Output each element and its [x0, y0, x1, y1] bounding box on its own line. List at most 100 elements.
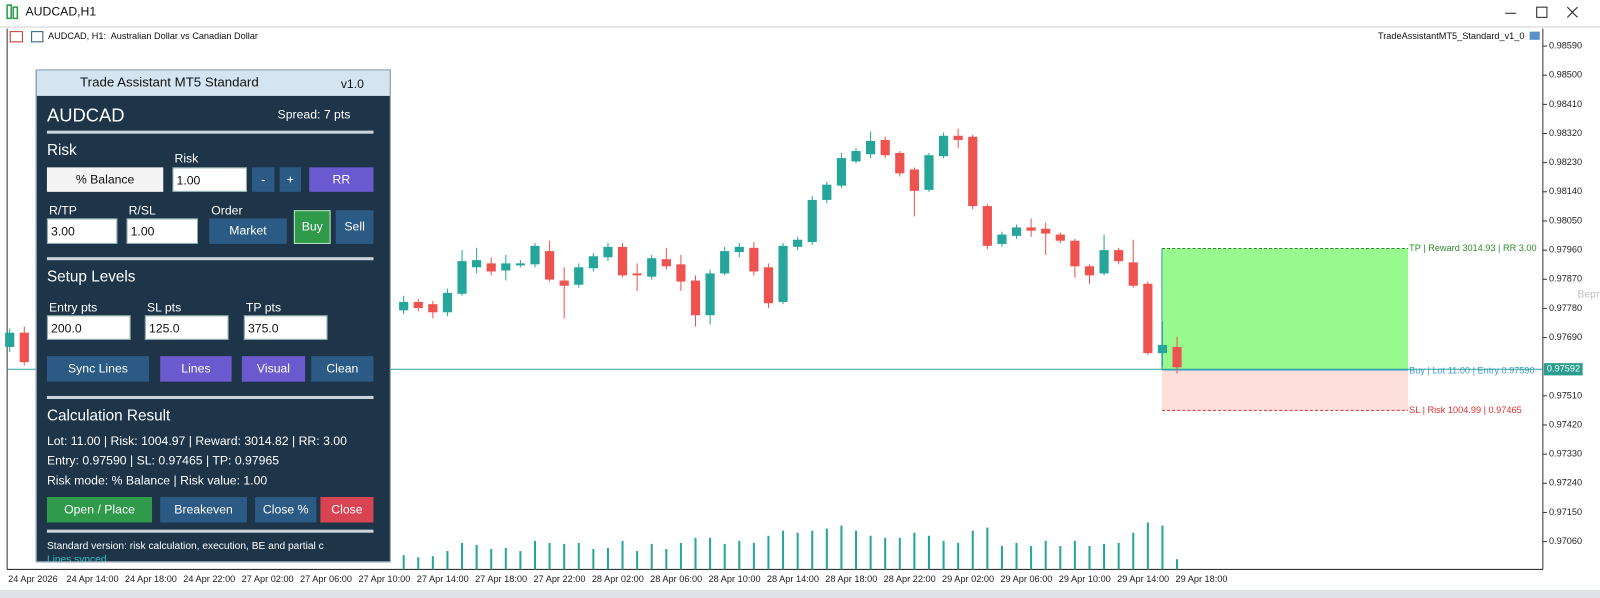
- x-tick-label: 29 Apr 14:00: [1117, 574, 1169, 584]
- result-line: Entry: 0.97590 | SL: 0.97465 | TP: 0.979…: [46, 453, 280, 468]
- y-tick-label: 0.98050: [1549, 215, 1582, 225]
- indicator-label: TradeAssistantMT5_Standard_v1_0: [1378, 31, 1524, 41]
- risk-mode-button[interactable]: % Balance: [46, 167, 164, 192]
- panel-title: Trade Assistant MT5 Standard: [80, 74, 259, 90]
- rsl-input[interactable]: 1.00: [126, 218, 198, 244]
- y-tick-label: 0.97510: [1549, 390, 1582, 400]
- chart-header: AUDCAD, H1: Australian Dollar vs Canadia…: [48, 31, 258, 41]
- minus-button[interactable]: -: [252, 167, 275, 192]
- candle-body: [676, 264, 686, 282]
- app-icon: [6, 4, 12, 20]
- candle-body: [399, 301, 409, 311]
- entry-input[interactable]: 200.0: [46, 315, 131, 340]
- candle-body: [1157, 344, 1168, 354]
- candle-body: [559, 280, 569, 286]
- field-label: R/SL: [128, 203, 156, 218]
- sl-input[interactable]: 125.0: [144, 315, 229, 340]
- candle-body: [413, 301, 423, 309]
- x-tick-label: 24 Apr 2026: [8, 574, 57, 584]
- field-label: R/TP: [48, 203, 77, 218]
- candle-body: [1041, 228, 1051, 234]
- rr-button[interactable]: RR: [309, 167, 374, 192]
- y-tick-label: 0.98230: [1549, 157, 1582, 167]
- buy-button[interactable]: Buy: [293, 210, 331, 244]
- candle-body: [1099, 250, 1109, 274]
- x-tick-label: 27 Apr 14:00: [417, 574, 469, 584]
- candle-body: [895, 152, 905, 174]
- separator: [46, 529, 374, 533]
- candle-body: [574, 267, 584, 285]
- plus-button[interactable]: +: [279, 167, 302, 192]
- candle-body: [953, 135, 963, 140]
- candle-body: [749, 247, 759, 272]
- candle-body: [428, 304, 438, 313]
- y-tick-label: 0.97960: [1549, 245, 1582, 255]
- section-heading: Setup Levels: [46, 268, 136, 286]
- y-tick-label: 0.97060: [1549, 536, 1582, 546]
- sell-button[interactable]: Sell: [335, 210, 374, 244]
- order-type-button[interactable]: Market: [209, 218, 287, 244]
- clean-button[interactable]: Clean: [311, 356, 374, 382]
- candle-body: [1070, 240, 1080, 267]
- candle-body: [442, 292, 453, 313]
- edge-text: Верт: [1578, 290, 1600, 301]
- open-place-button[interactable]: Open / Place: [46, 496, 153, 523]
- window-title: AUDCAD,H1: [26, 4, 97, 18]
- tp-input[interactable]: 375.0: [243, 315, 328, 340]
- candle-body: [19, 332, 29, 363]
- panel-version: v1.0: [340, 76, 364, 91]
- candle-body: [588, 256, 598, 269]
- candle-body: [720, 251, 730, 274]
- tp-zone: [1161, 248, 1409, 370]
- risk-input[interactable]: 1.00: [172, 167, 247, 192]
- x-tick-label: 29 Apr 06:00: [1000, 574, 1052, 584]
- candle-body: [632, 273, 642, 276]
- x-tick-label: 29 Apr 18:00: [1176, 574, 1228, 584]
- status-strip: [0, 589, 1600, 598]
- candle-body: [603, 246, 613, 258]
- close-window-button[interactable]: [1566, 6, 1578, 18]
- x-tick-label: 29 Apr 10:00: [1059, 574, 1111, 584]
- result-line: Lot: 11.00 | Risk: 1004.97 | Reward: 301…: [46, 433, 347, 448]
- close-button[interactable]: Close: [320, 496, 374, 523]
- sl-label: SL | Risk 1004.99 | 0.97465: [1409, 405, 1522, 415]
- breakeven-button[interactable]: Breakeven: [160, 496, 247, 523]
- candle-body: [822, 184, 832, 200]
- y-tick-label: 0.97240: [1549, 478, 1582, 488]
- candle-body: [486, 263, 496, 272]
- field-label: Entry pts: [48, 300, 98, 315]
- candle-body: [1084, 266, 1095, 276]
- separator: [46, 395, 374, 400]
- visual-button[interactable]: Visual: [241, 356, 306, 382]
- section-heading: Calculation Result: [46, 407, 171, 425]
- candle-body: [1143, 283, 1153, 354]
- sync-lines-button[interactable]: Sync Lines: [46, 356, 149, 382]
- x-tick-label: 28 Apr 18:00: [825, 574, 877, 584]
- bid-label-box: [1543, 363, 1583, 376]
- close-percent-button[interactable]: Close %: [255, 496, 317, 523]
- separator: [46, 257, 374, 261]
- bid-label: 0.97592: [1547, 364, 1580, 374]
- candle-body: [472, 260, 482, 268]
- candle-body: [1011, 227, 1022, 236]
- candle-body: [544, 251, 555, 280]
- candle-body: [515, 263, 525, 266]
- x-tick-label: 24 Apr 14:00: [67, 574, 119, 584]
- candle-body: [778, 245, 788, 302]
- tp-label: TP | Reward 3014.93 | RR 3.00: [1409, 243, 1536, 253]
- chart-icon: [31, 31, 44, 43]
- candle-body: [982, 206, 992, 246]
- maximize-button[interactable]: [1536, 6, 1548, 18]
- rtp-input[interactable]: 3.00: [46, 218, 118, 244]
- y-tick-label: 0.98500: [1549, 70, 1582, 80]
- y-tick-label: 0.97420: [1549, 419, 1582, 429]
- symbol: AUDCAD: [46, 105, 125, 126]
- y-tick-label: 0.98320: [1549, 128, 1582, 138]
- candle-body: [1172, 346, 1182, 368]
- candle-body: [661, 259, 671, 267]
- lines-button[interactable]: Lines: [160, 356, 232, 382]
- candle-body: [836, 158, 847, 186]
- y-tick-label: 0.97330: [1549, 449, 1582, 459]
